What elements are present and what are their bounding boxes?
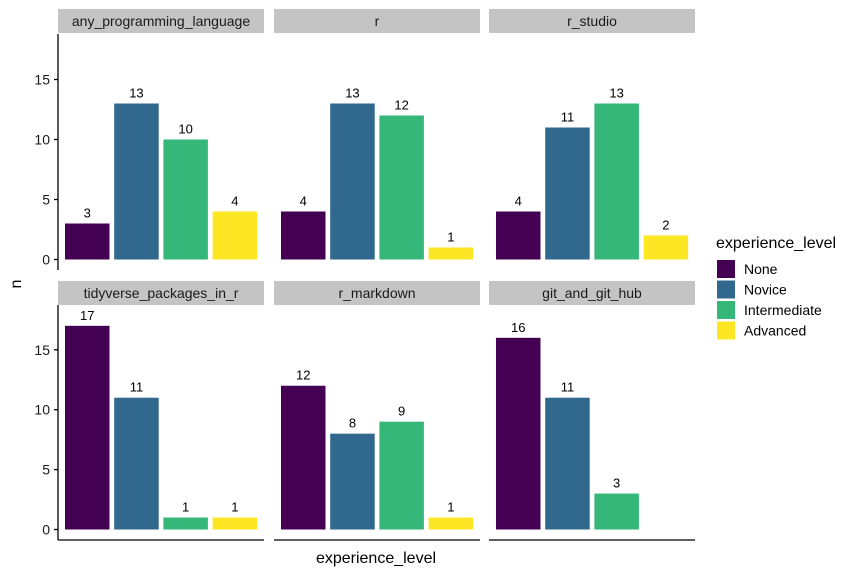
bar-r-markdown-intermediate [379,421,424,530]
bar-r-none [281,211,326,260]
bar-label-tidyverse-packages-in-r-intermediate: 1 [182,500,189,515]
y-axis-title: n [8,280,25,289]
bar-tidyverse-packages-in-r-intermediate [163,517,208,530]
bar-r-studio-advanced [643,235,689,260]
legend-swatch-none [717,260,735,278]
facet-git-and-git-hub: git_and_git_hub 16 11 3 [489,281,695,541]
bar-r-markdown-advanced [428,517,474,530]
bar-label-r-markdown-advanced: 1 [447,500,454,515]
bar-label-r-advanced: 1 [447,230,454,245]
bar-label-r-markdown-intermediate: 9 [398,404,405,419]
bar-r-studio-none [496,211,541,260]
bar-any-programming-language-novice [114,103,159,260]
bar-tidyverse-packages-in-r-advanced [212,517,258,530]
bar-label-r-novice: 13 [345,86,359,101]
facet-strip-r [274,9,480,33]
bar-label-tidyverse-packages-in-r-advanced: 1 [231,500,238,515]
bar-r-novice [330,103,375,260]
facet-strip-r-markdown [274,281,480,305]
facet-r-studio: r_studio 4 11 13 2 [489,9,695,260]
bar-label-git-and-git-hub-none: 16 [511,320,525,335]
bar-label-r-studio-intermediate: 13 [609,86,623,101]
facet-any-programming-language: any_programming_language 3 13 10 4 0 5 10 15 [34,9,264,270]
legend: experience_level None Novice Intermediate A… [716,235,836,340]
bar-r-studio-novice [545,127,590,260]
bar-label-r-studio-novice: 11 [561,110,575,125]
bar-label-tidyverse-packages-in-r-novice: 11 [130,380,144,395]
facet-title-tidyverse-packages-in-r: tidyverse_packages_in_r [84,285,239,301]
facet-strip-r-studio [489,9,695,33]
legend-swatch-intermediate [717,301,735,319]
bar-tidyverse-packages-in-r-novice [114,397,159,530]
facet-strip-git-and-git-hub [489,281,695,305]
bar-label-any-programming-language-intermediate: 10 [178,122,192,137]
bar-label-r-studio-none: 4 [515,194,522,209]
y-tick-label: 15 [34,342,50,358]
bar-label-r-none: 4 [300,194,307,209]
facet-title-r-markdown: r_markdown [338,285,415,301]
y-tick-label: 15 [34,72,50,88]
bar-r-markdown-none [281,385,326,530]
legend-label-intermediate: Intermediate [744,302,822,318]
y-tick-label: 5 [42,192,50,208]
bar-git-and-git-hub-none [496,337,541,530]
x-axis-title: experience_level [316,550,436,567]
legend-swatch-advanced [717,321,735,340]
facet-strip-tidyverse-packages-in-r [58,281,264,305]
legend-label-advanced: Advanced [744,323,806,339]
bar-label-r-markdown-none: 12 [296,368,310,383]
y-tick-label: 10 [34,402,50,418]
bar-r-intermediate [379,115,424,260]
bar-label-r-markdown-novice: 8 [349,416,356,431]
y-tick-label: 0 [42,252,50,268]
bar-tidyverse-packages-in-r-none [65,325,110,530]
bar-r-studio-intermediate [594,103,639,260]
bar-git-and-git-hub-novice [545,397,590,530]
legend-swatch-novice [717,280,735,299]
facet-panels: any_programming_language313104051015r413… [34,9,695,541]
bar-git-and-git-hub-intermediate [594,493,639,530]
bar-label-any-programming-language-novice: 13 [129,86,143,101]
facet-title-r: r [375,13,380,29]
bar-any-programming-language-intermediate [163,139,208,260]
facet-title-r-studio: r_studio [567,13,617,29]
bar-any-programming-language-advanced [212,211,258,260]
bar-any-programming-language-none [65,223,110,260]
facet-r: r 4 13 12 1 [274,9,480,260]
bar-label-any-programming-language-advanced: 4 [231,194,238,209]
y-tick-label: 5 [42,462,50,478]
bar-label-git-and-git-hub-novice: 11 [561,380,575,395]
legend-label-none: None [744,261,778,277]
legend-label-novice: Novice [744,282,787,298]
facet-strip-any-programming-language [58,9,264,33]
bar-r-advanced [428,247,474,260]
bar-label-any-programming-language-none: 3 [84,206,91,221]
bar-label-tidyverse-packages-in-r-none: 17 [80,308,94,323]
facet-title-git-and-git-hub: git_and_git_hub [542,285,642,301]
facet-r-markdown: r_markdown 12 8 9 1 [274,281,480,541]
bar-r-markdown-novice [330,433,375,530]
bar-label-git-and-git-hub-intermediate: 3 [613,476,620,491]
bar-label-r-studio-advanced: 2 [662,218,669,233]
bar-label-r-intermediate: 12 [394,98,408,113]
y-tick-label: 10 [34,132,50,148]
facet-title-any-programming-language: any_programming_language [72,13,250,29]
legend-title: experience_level [716,235,836,252]
y-tick-label: 0 [42,522,50,538]
